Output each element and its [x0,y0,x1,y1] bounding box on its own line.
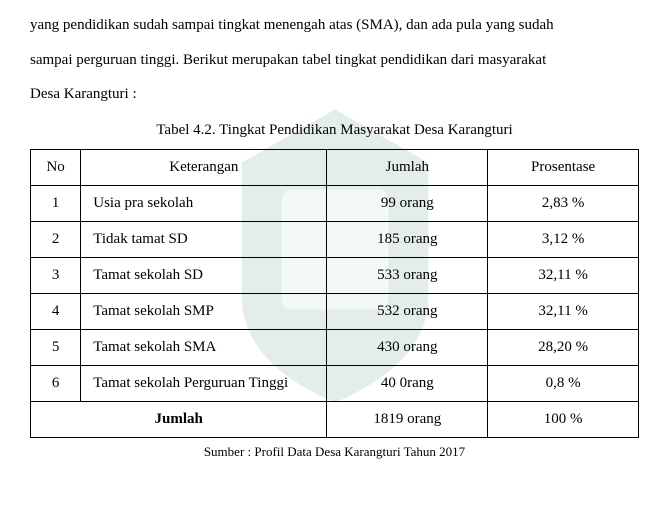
total-label: Jumlah [31,401,327,437]
table-row: 3 Tamat sekolah SD 533 orang 32,11 % [31,257,639,293]
paragraph-line-3: Desa Karangturi : [30,77,639,112]
cell-keterangan: Tidak tamat SD [81,221,327,257]
cell-prosentase: 0,8 % [488,365,639,401]
cell-jumlah: 532 orang [327,293,488,329]
cell-keterangan: Tamat sekolah SD [81,257,327,293]
cell-no: 5 [31,329,81,365]
cell-keterangan: Tamat sekolah Perguruan Tinggi [81,365,327,401]
cell-no: 3 [31,257,81,293]
table-row: 5 Tamat sekolah SMA 430 orang 28,20 % [31,329,639,365]
total-jumlah: 1819 orang [327,401,488,437]
education-table: No Keterangan Jumlah Prosentase 1 Usia p… [30,149,639,438]
source-text: Sumber : Profil Data Desa Karangturi Tah… [30,444,639,460]
cell-keterangan: Tamat sekolah SMP [81,293,327,329]
cell-prosentase: 28,20 % [488,329,639,365]
total-prosentase: 100 % [488,401,639,437]
header-jumlah: Jumlah [327,149,488,185]
table-row: 2 Tidak tamat SD 185 orang 3,12 % [31,221,639,257]
cell-prosentase: 3,12 % [488,221,639,257]
cell-jumlah: 185 orang [327,221,488,257]
table-header-row: No Keterangan Jumlah Prosentase [31,149,639,185]
header-prosentase: Prosentase [488,149,639,185]
table-caption: Tabel 4.2. Tingkat Pendidikan Masyarakat… [30,122,639,139]
cell-keterangan: Usia pra sekolah [81,185,327,221]
cell-jumlah: 40 0rang [327,365,488,401]
cell-jumlah: 99 orang [327,185,488,221]
table-row: 1 Usia pra sekolah 99 orang 2,83 % [31,185,639,221]
document-content: yang pendidikan sudah sampai tingkat men… [30,8,639,460]
cell-no: 1 [31,185,81,221]
cell-jumlah: 430 orang [327,329,488,365]
cell-jumlah: 533 orang [327,257,488,293]
cell-prosentase: 32,11 % [488,257,639,293]
cell-no: 6 [31,365,81,401]
paragraph-line-1: yang pendidikan sudah sampai tingkat men… [30,8,639,43]
table-row: 6 Tamat sekolah Perguruan Tinggi 40 0ran… [31,365,639,401]
paragraph-line-2: sampai perguruan tinggi. Berikut merupak… [30,43,639,78]
cell-no: 4 [31,293,81,329]
cell-prosentase: 2,83 % [488,185,639,221]
cell-keterangan: Tamat sekolah SMA [81,329,327,365]
header-keterangan: Keterangan [81,149,327,185]
table-total-row: Jumlah 1819 orang 100 % [31,401,639,437]
table-row: 4 Tamat sekolah SMP 532 orang 32,11 % [31,293,639,329]
cell-prosentase: 32,11 % [488,293,639,329]
header-no: No [31,149,81,185]
cell-no: 2 [31,221,81,257]
